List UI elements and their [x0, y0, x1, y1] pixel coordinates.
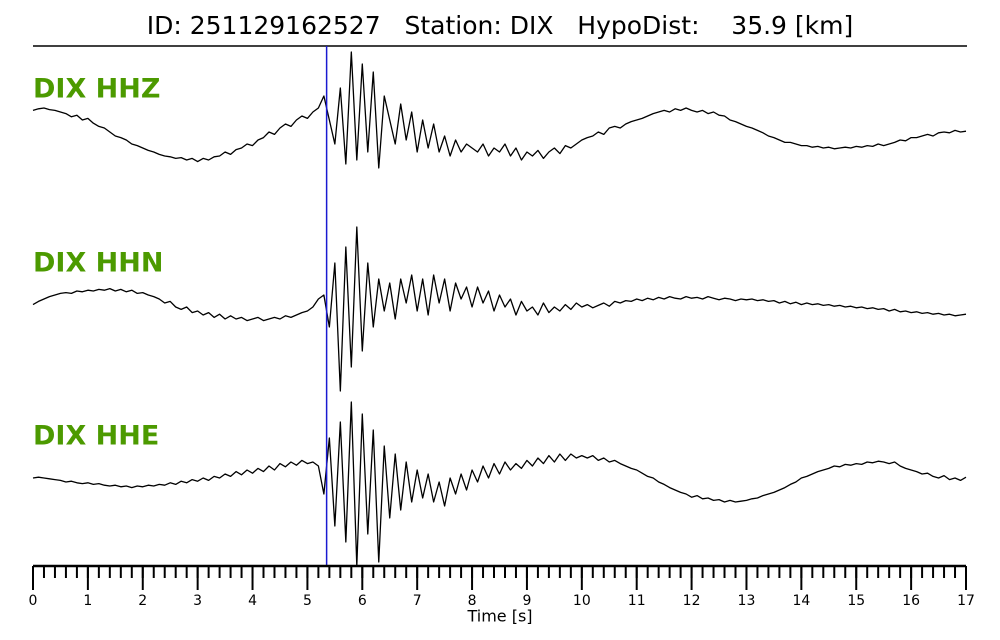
x-tick-label: 5	[303, 593, 312, 609]
x-tick-label: 1	[83, 593, 92, 609]
x-tick-label: 0	[29, 593, 38, 609]
x-tick-label: 12	[683, 593, 701, 609]
x-tick-label: 17	[957, 593, 975, 609]
x-tick-label: 8	[468, 593, 477, 609]
trace-label: DIX HHN	[33, 248, 163, 279]
trace-label: DIX HHZ	[33, 74, 160, 105]
x-tick-label: 3	[193, 593, 202, 609]
chart-title: ID: 251129162527 Station: DIX HypoDist: …	[147, 11, 853, 40]
x-tick-label: 4	[248, 593, 257, 609]
waveform	[32, 401, 967, 567]
x-tick-label: 14	[792, 593, 810, 609]
x-tick-label: 9	[522, 593, 531, 609]
x-tick-label: 16	[902, 593, 920, 609]
x-axis-label: Time [s]	[466, 607, 532, 626]
x-tick-label: 7	[413, 593, 422, 609]
x-tick-label: 2	[138, 593, 147, 609]
x-tick-label: 11	[628, 593, 646, 609]
trace-label: DIX HHE	[33, 421, 159, 452]
waveform	[32, 51, 967, 169]
x-tick-label: 6	[358, 593, 367, 609]
x-tick-label: 15	[847, 593, 865, 609]
waveform	[32, 226, 967, 392]
x-tick-label: 10	[573, 593, 591, 609]
x-tick-label: 13	[738, 593, 756, 609]
